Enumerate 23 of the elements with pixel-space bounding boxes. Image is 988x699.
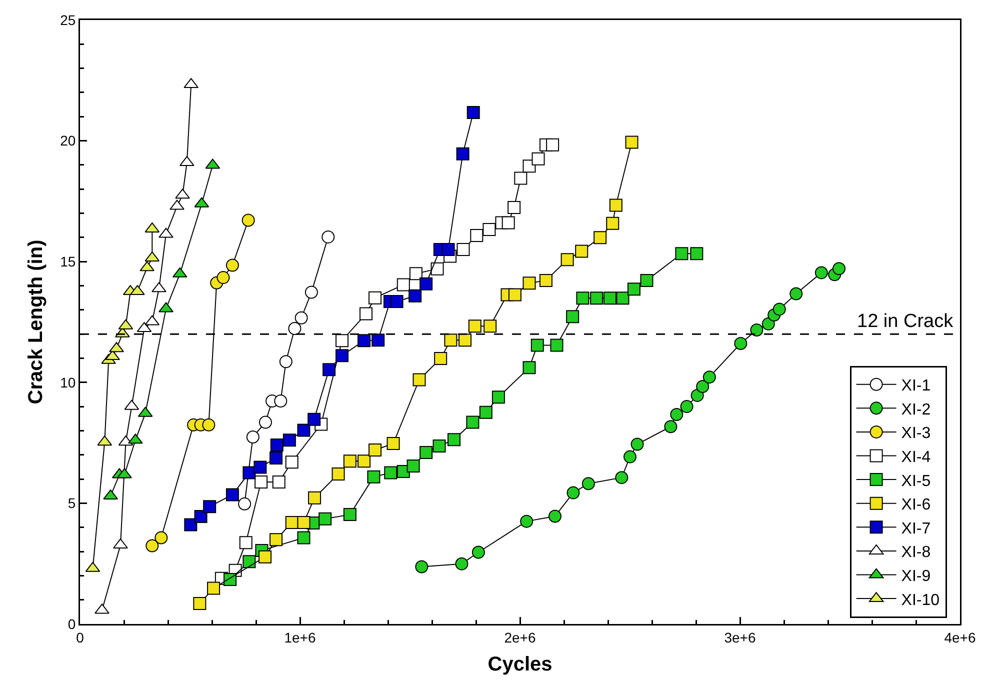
y-axis-title: Crack Length (in) (24, 240, 47, 404)
legend-label: XI-6 (901, 496, 931, 514)
legend-label: XI-1 (901, 378, 931, 395)
ref-line-label: 12 in Crack (857, 311, 954, 332)
legend-label: XI-8 (901, 544, 931, 562)
y-tick-label: 25 (60, 12, 76, 28)
x-tick-label: 2e+6 (504, 629, 536, 646)
y-tick-label: 15 (60, 254, 76, 270)
x-axis-title: Cycles (488, 654, 552, 676)
legend-label: XI-3 (901, 425, 931, 442)
y-tick-label: 5 (68, 495, 76, 512)
x-tick-label: 4e+6 (944, 629, 976, 646)
legend-label: XI-2 (901, 401, 931, 418)
legend-label: XI-4 (901, 449, 931, 466)
legend-label: XI-5 (901, 472, 931, 490)
x-tick-label: 1e+6 (284, 629, 316, 646)
legend-label: XI-9 (901, 568, 931, 585)
y-tick-label: 10 (60, 374, 76, 390)
x-tick-label: 3e+6 (724, 629, 756, 646)
legend-label: XI-7 (901, 520, 931, 538)
y-tick-label: 0 (68, 616, 76, 632)
legend-label: XI-10 (901, 592, 940, 609)
y-tick-label: 20 (60, 132, 76, 149)
